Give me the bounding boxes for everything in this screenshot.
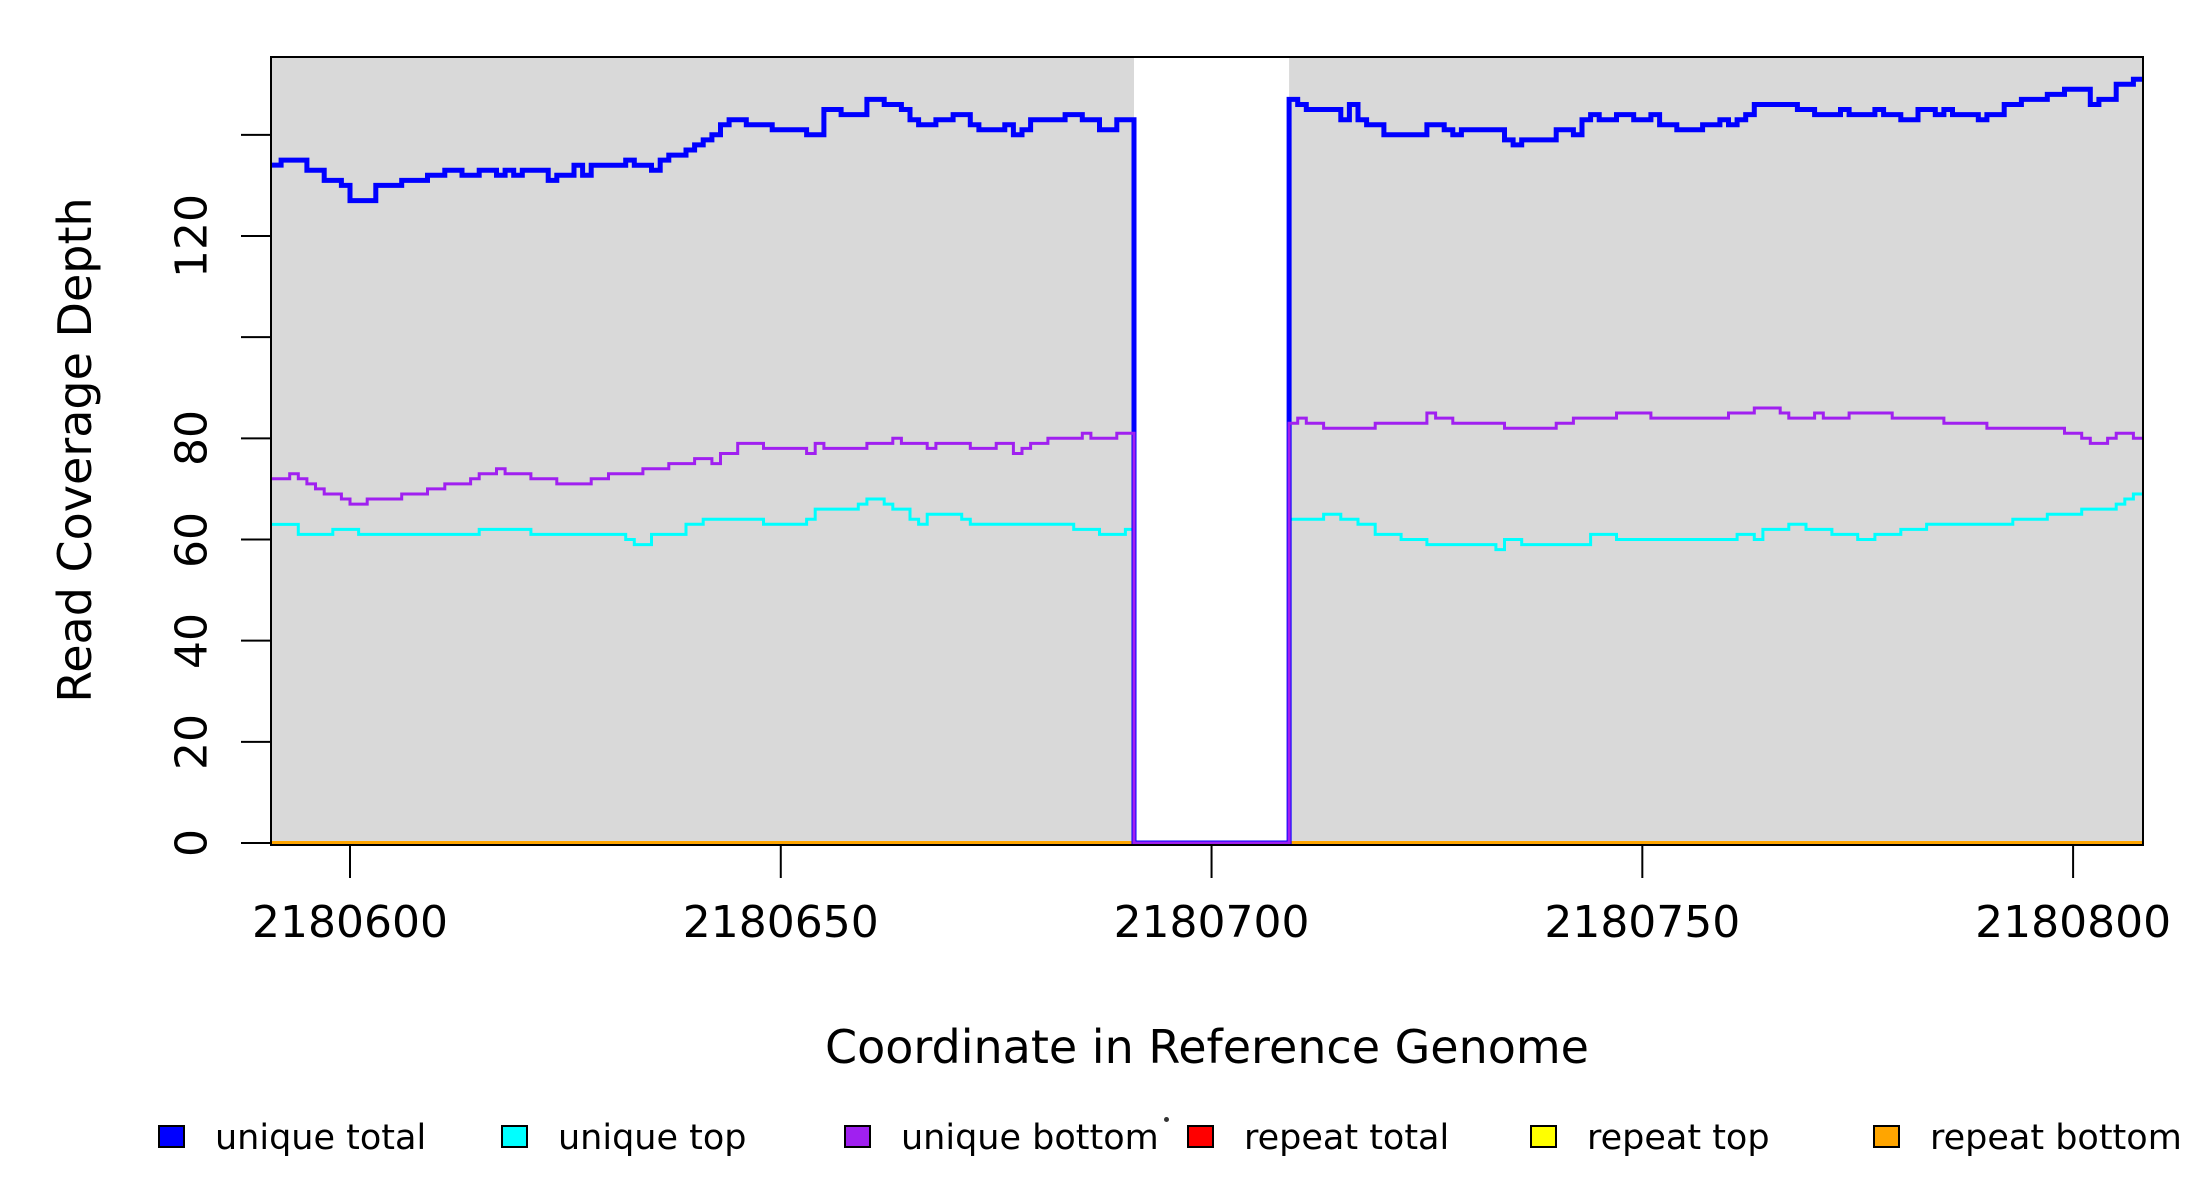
repeat-total-swatch-icon [1187,1124,1214,1148]
y-tick-label-20: 20 [166,713,218,770]
y-axis-title: Read Coverage Depth [48,197,102,703]
x-tick-label-2180650: 2180650 [682,897,879,948]
y-tick-label-60: 60 [166,511,218,568]
unique-total-swatch-icon [158,1124,185,1148]
plot-border [270,56,2144,846]
legend-label: repeat bottom [1930,1118,2182,1158]
legend-label: unique top [558,1118,747,1158]
legend-item-repeat-top: repeat top [1530,1118,1770,1158]
legend-label: repeat top [1587,1118,1770,1158]
legend-item-unique-top: unique top [501,1118,747,1158]
x-tick-label-2180600: 2180600 [252,897,448,948]
zero-coverage-gap [1134,58,1290,844]
repeat-bottom-swatch-icon [1873,1124,1900,1148]
series-unique-bottom [271,406,2143,845]
legend-item-unique-total: unique total [158,1118,426,1158]
y-tick-label-120: 120 [166,194,218,278]
unique-top-swatch-icon [501,1124,528,1148]
y-tick-label-0: 0 [166,829,218,857]
repeat-top-swatch-icon [1530,1124,1557,1148]
x-axis-title: Coordinate in Reference Genome [825,1020,1589,1074]
legend-label: repeat total [1244,1118,1450,1158]
legend-label: unique total [215,1118,427,1158]
x-tick-label-2180750: 2180750 [1544,897,1741,948]
y-tick-label-40: 40 [166,612,218,669]
unique-bottom-swatch-icon [844,1124,871,1148]
legend-item-repeat-bottom: repeat bottom [1873,1118,2182,1158]
x-tick-label-2180800: 2180800 [1975,897,2172,948]
legend-item-unique-bottom: unique bottom [844,1118,1159,1158]
y-tick-label-80: 80 [166,410,218,467]
x-tick-label-2180700: 2180700 [1113,897,1310,948]
legend-label: unique bottom [901,1118,1159,1158]
legend-item-repeat-total: repeat total [1187,1118,1449,1158]
stray-mark-dot [1164,1117,1169,1122]
